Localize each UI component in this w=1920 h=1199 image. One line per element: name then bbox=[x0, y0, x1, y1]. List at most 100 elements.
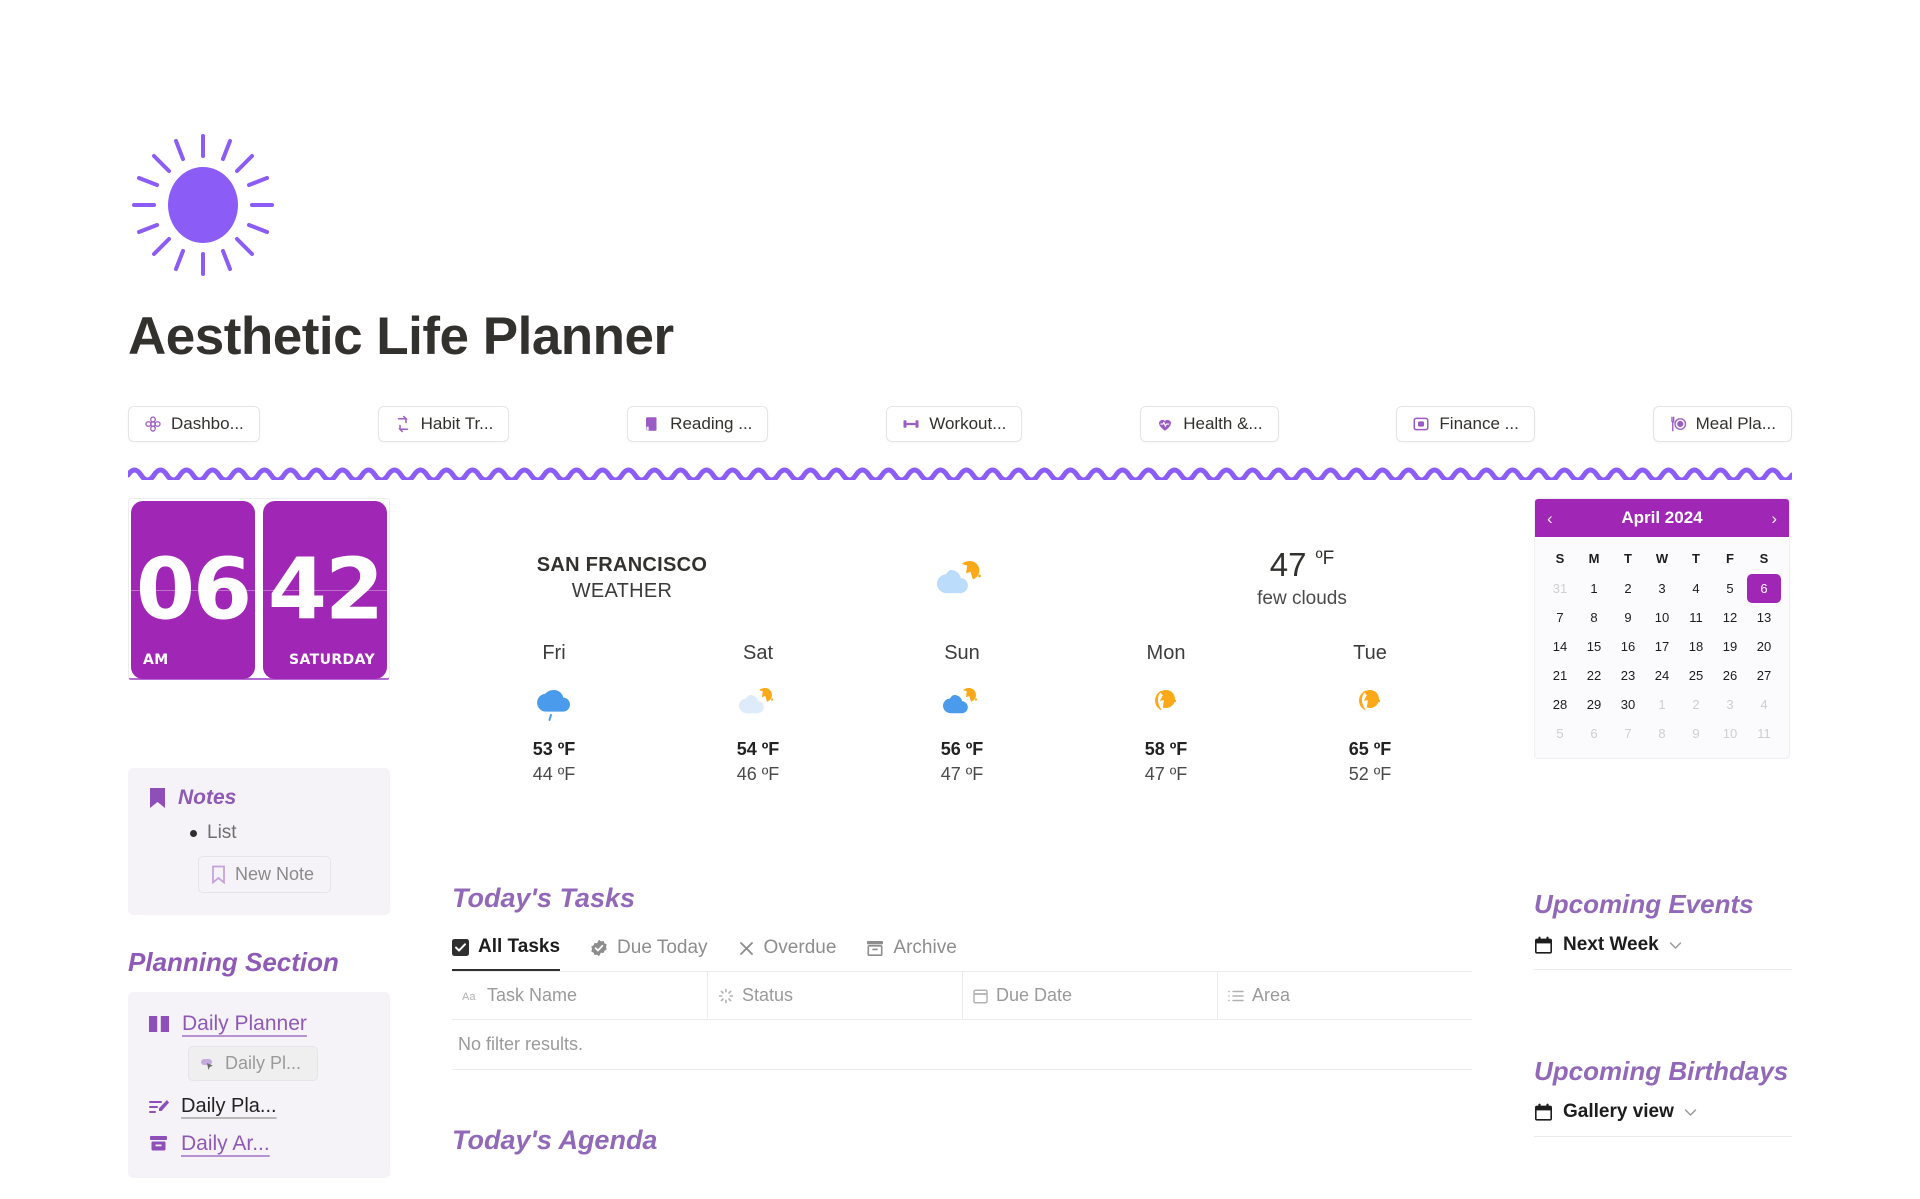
upcoming-birthdays-view-selector[interactable]: Gallery view bbox=[1534, 1101, 1792, 1138]
tab-all-tasks[interactable]: All Tasks bbox=[452, 936, 561, 972]
calendar-day[interactable]: 22 bbox=[1586, 668, 1602, 684]
nav-label: Health &... bbox=[1183, 414, 1263, 434]
calendar-day[interactable]: 8 bbox=[1658, 726, 1666, 742]
calendar-day[interactable]: 7 bbox=[1624, 726, 1632, 742]
calendar-day-today[interactable]: 6 bbox=[1747, 574, 1781, 604]
calendar-day[interactable]: 18 bbox=[1688, 639, 1704, 655]
calendar-day[interactable]: 30 bbox=[1620, 697, 1636, 713]
calendar-day[interactable]: 8 bbox=[1590, 610, 1598, 626]
status-spinner-icon bbox=[718, 988, 734, 1004]
daily-planner-button-label: Daily Pl... bbox=[225, 1053, 302, 1074]
forecast-high: 54 ºF bbox=[736, 739, 780, 760]
nav-button-dashboard[interactable]: Dashbo... bbox=[128, 406, 260, 443]
daily-planner-item2[interactable]: Daily Pla... bbox=[181, 1095, 277, 1118]
forecast-low: 52 ºF bbox=[1348, 764, 1392, 785]
checkbox-checked-icon bbox=[452, 938, 469, 956]
chevron-right-icon[interactable]: › bbox=[1771, 508, 1777, 528]
calendar-day[interactable]: 5 bbox=[1556, 726, 1564, 742]
column-label: Due Date bbox=[996, 985, 1073, 1006]
daily-planner-item3[interactable]: Daily Ar... bbox=[181, 1132, 270, 1156]
calendar-day[interactable]: 23 bbox=[1620, 668, 1636, 684]
calendar-day[interactable]: 9 bbox=[1624, 610, 1632, 626]
calendar-day[interactable]: 11 bbox=[1689, 610, 1703, 626]
tab-label: Archive bbox=[893, 937, 957, 959]
calendar-day[interactable]: 1 bbox=[1590, 581, 1598, 597]
calendar-day[interactable]: 14 bbox=[1552, 639, 1568, 655]
rain-cloud-icon bbox=[452, 677, 656, 729]
nav-button-meal-planner[interactable]: Meal Pla... bbox=[1652, 406, 1792, 443]
calendar-day[interactable]: 15 bbox=[1586, 639, 1602, 655]
text-aa-icon: Aa bbox=[462, 989, 479, 1003]
nav-label: Finance ... bbox=[1439, 414, 1519, 434]
calendar-day[interactable]: 25 bbox=[1688, 668, 1704, 684]
forecast-day: Mon 58 ºF 47 ºF bbox=[1064, 642, 1268, 785]
calendar-month-label: April 2024 bbox=[1621, 508, 1703, 528]
calendar-day[interactable]: 28 bbox=[1552, 697, 1568, 713]
calendar-day[interactable]: 31 bbox=[1552, 581, 1568, 597]
calendar-day[interactable]: 10 bbox=[1722, 726, 1738, 742]
calendar-day[interactable]: 20 bbox=[1756, 639, 1772, 655]
calendar-day[interactable]: 6 bbox=[1590, 726, 1598, 742]
calendar-day[interactable]: 10 bbox=[1654, 610, 1670, 626]
nav-button-finance[interactable]: Finance ... bbox=[1396, 406, 1535, 443]
clock-hour-card: 06 AM bbox=[131, 501, 255, 680]
upcoming-events-view-selector[interactable]: Next Week bbox=[1534, 934, 1792, 971]
list-icon bbox=[1228, 989, 1244, 1003]
calendar-day[interactable]: 2 bbox=[1692, 697, 1700, 713]
calendar-day[interactable]: 29 bbox=[1586, 697, 1602, 713]
daily-planner-link[interactable]: Daily Planner bbox=[182, 1012, 307, 1036]
tab-overdue[interactable]: Overdue bbox=[738, 937, 836, 970]
calendar-day[interactable]: 21 bbox=[1552, 668, 1568, 684]
calendar-day[interactable]: 4 bbox=[1760, 697, 1768, 713]
calendar-day[interactable]: 24 bbox=[1654, 668, 1670, 684]
calendar-day[interactable]: 2 bbox=[1624, 581, 1632, 597]
dashboard-flower-icon bbox=[144, 415, 162, 433]
calendar-day[interactable]: 16 bbox=[1620, 639, 1636, 655]
calendar-day[interactable]: 19 bbox=[1722, 639, 1738, 655]
column-label: Task Name bbox=[487, 985, 578, 1006]
nav-button-health[interactable]: Health &... bbox=[1140, 406, 1279, 443]
calendar-day[interactable]: 12 bbox=[1722, 610, 1738, 626]
forecast-day-name: Sat bbox=[742, 642, 774, 665]
calendar-day[interactable]: 3 bbox=[1658, 581, 1666, 597]
chevron-left-icon[interactable]: ‹ bbox=[1547, 508, 1553, 528]
calendar-day[interactable]: 11 bbox=[1757, 726, 1771, 742]
calendar-day[interactable]: 1 bbox=[1658, 697, 1666, 713]
bookmark-icon bbox=[148, 787, 167, 809]
calendar-day[interactable]: 4 bbox=[1692, 581, 1700, 597]
tab-due-today[interactable]: Due Today bbox=[590, 937, 708, 970]
calendar-day[interactable]: 9 bbox=[1692, 726, 1700, 742]
wavy-divider bbox=[128, 464, 1792, 481]
nav-button-reading[interactable]: Reading ... bbox=[627, 406, 769, 443]
book-icon bbox=[643, 415, 661, 433]
page-title: Aesthetic Life Planner bbox=[128, 307, 674, 366]
calendar-day[interactable]: 5 bbox=[1726, 581, 1734, 597]
tab-archive[interactable]: Archive bbox=[866, 937, 957, 970]
clock-weekday: SATURDAY bbox=[289, 652, 375, 669]
column-task-name[interactable]: Aa Task Name bbox=[452, 972, 707, 1019]
calendar-day[interactable]: 26 bbox=[1722, 668, 1738, 684]
tasks-table: Aa Task Name Status Due Date bbox=[452, 972, 1472, 1071]
center-column: SAN FRANCISCO WEATHER 47 ºF few clouds bbox=[452, 498, 1472, 1156]
forecast-high: 56 ºF bbox=[940, 739, 984, 760]
calendar-day[interactable]: 13 bbox=[1756, 610, 1772, 626]
nav-button-workout[interactable]: Workout... bbox=[886, 406, 1023, 443]
daily-planner-button[interactable]: Daily Pl... bbox=[188, 1046, 319, 1082]
forecast-day: Fri 53 ºF 44 ºF bbox=[452, 642, 656, 785]
clock-hour: 06 bbox=[135, 540, 252, 640]
calendar-widget: ‹ April 2024 › S M T W T F S 31 1 2 3 4 5 6 7 8 9… bbox=[1534, 498, 1790, 760]
calendar-weekday: S bbox=[1759, 551, 1769, 567]
new-note-button[interactable]: New Note bbox=[198, 856, 332, 894]
column-status[interactable]: Status bbox=[707, 972, 962, 1020]
calendar-day[interactable]: 27 bbox=[1756, 668, 1772, 684]
column-area[interactable]: Area bbox=[1217, 972, 1472, 1020]
calendar-day[interactable]: 7 bbox=[1556, 610, 1564, 626]
calendar-weekday-row: S M T W T F S bbox=[1543, 545, 1781, 574]
column-due-date[interactable]: Due Date bbox=[962, 972, 1217, 1020]
forecast-low: 44 ºF bbox=[532, 764, 576, 785]
tasks-empty-message: No filter results. bbox=[452, 1020, 1472, 1071]
calendar-day[interactable]: 3 bbox=[1726, 697, 1734, 713]
notes-list-item[interactable]: List bbox=[148, 822, 370, 844]
calendar-day[interactable]: 17 bbox=[1654, 639, 1670, 655]
nav-button-habit-tracker[interactable]: Habit Tr... bbox=[377, 406, 510, 443]
